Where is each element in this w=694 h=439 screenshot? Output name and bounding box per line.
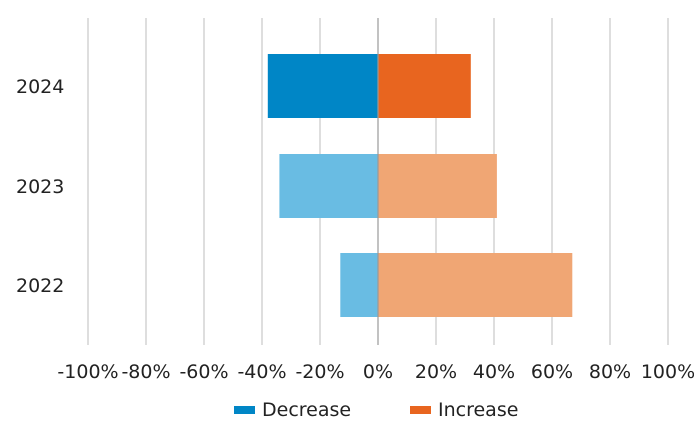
legend-swatch — [234, 406, 255, 414]
category-label: 2023 — [16, 176, 64, 198]
decrease-bar-2022 — [340, 253, 378, 317]
category-labels: 2024 2023 2022 — [16, 76, 64, 297]
increase-bar-2024 — [378, 54, 471, 118]
category-label: 2022 — [16, 275, 64, 297]
increase-bar-2023 — [378, 154, 497, 218]
x-tick-label: -60% — [179, 361, 228, 383]
legend-item-increase: Increase — [410, 399, 518, 421]
bars — [267, 54, 573, 317]
legend-swatch — [410, 406, 431, 414]
decrease-bar-2023 — [279, 154, 378, 218]
x-tick-label: 40% — [473, 361, 515, 383]
x-tick-label: -100% — [57, 361, 118, 383]
x-tick-label: 60% — [531, 361, 573, 383]
decrease-bar-2024 — [267, 54, 378, 118]
category-label: 2024 — [16, 76, 64, 98]
x-tick-label: 80% — [589, 361, 631, 383]
x-tick-label: -20% — [295, 361, 344, 383]
x-tick-label: 100% — [641, 361, 694, 383]
x-tick-labels: -100% -80% -60% -40% -20% 0% 20% 40% 60% 80% 100% — [57, 361, 694, 383]
x-tick-label: 0% — [363, 361, 393, 383]
increase-bar-2022 — [378, 253, 573, 317]
legend-item-decrease: Decrease — [234, 399, 351, 421]
x-tick-label: 20% — [415, 361, 457, 383]
legend-label: Decrease — [262, 399, 351, 421]
x-tick-label: -40% — [237, 361, 286, 383]
legend: Decrease Increase — [234, 399, 518, 421]
x-tick-label: -80% — [121, 361, 170, 383]
legend-label: Increase — [438, 399, 518, 421]
